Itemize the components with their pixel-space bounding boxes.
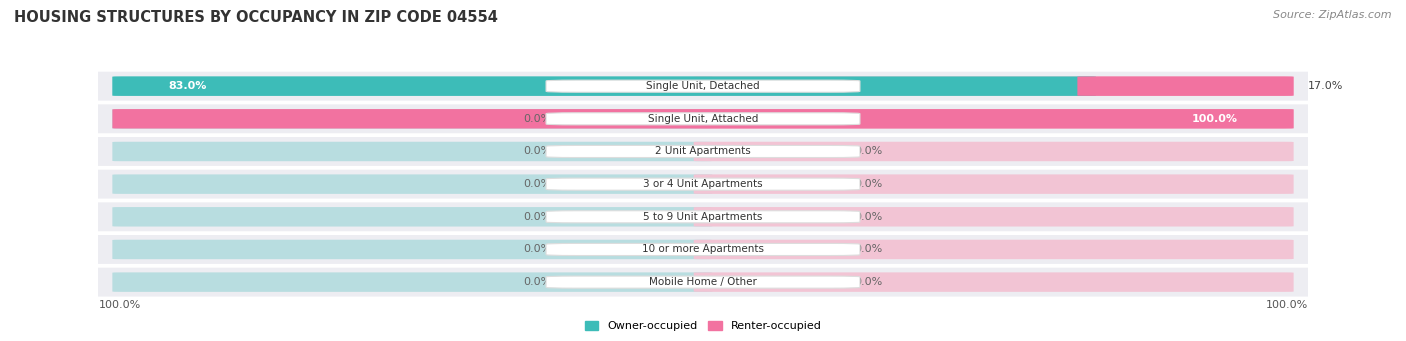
Text: 0.0%: 0.0% xyxy=(523,114,551,124)
FancyBboxPatch shape xyxy=(693,142,1294,161)
FancyBboxPatch shape xyxy=(82,70,1324,102)
Text: 0.0%: 0.0% xyxy=(523,179,551,189)
Text: Source: ZipAtlas.com: Source: ZipAtlas.com xyxy=(1274,10,1392,20)
Text: 0.0%: 0.0% xyxy=(853,244,883,254)
FancyBboxPatch shape xyxy=(112,76,713,96)
FancyBboxPatch shape xyxy=(112,272,713,292)
FancyBboxPatch shape xyxy=(693,240,1294,259)
Text: 0.0%: 0.0% xyxy=(523,244,551,254)
Text: 5 to 9 Unit Apartments: 5 to 9 Unit Apartments xyxy=(644,212,762,222)
FancyBboxPatch shape xyxy=(693,109,1294,129)
FancyBboxPatch shape xyxy=(82,168,1324,200)
FancyBboxPatch shape xyxy=(693,272,1294,292)
Text: 0.0%: 0.0% xyxy=(523,277,551,287)
FancyBboxPatch shape xyxy=(546,276,860,288)
FancyBboxPatch shape xyxy=(546,243,860,255)
Text: 100.0%: 100.0% xyxy=(1192,114,1237,124)
FancyBboxPatch shape xyxy=(546,178,860,190)
FancyBboxPatch shape xyxy=(693,76,1294,96)
FancyBboxPatch shape xyxy=(112,109,1294,129)
FancyBboxPatch shape xyxy=(693,207,1294,226)
Text: 3 or 4 Unit Apartments: 3 or 4 Unit Apartments xyxy=(643,179,763,189)
Text: Single Unit, Detached: Single Unit, Detached xyxy=(647,81,759,91)
FancyBboxPatch shape xyxy=(693,174,1294,194)
Legend: Owner-occupied, Renter-occupied: Owner-occupied, Renter-occupied xyxy=(581,316,825,336)
FancyBboxPatch shape xyxy=(546,211,860,223)
Text: 0.0%: 0.0% xyxy=(853,179,883,189)
Text: HOUSING STRUCTURES BY OCCUPANCY IN ZIP CODE 04554: HOUSING STRUCTURES BY OCCUPANCY IN ZIP C… xyxy=(14,10,498,25)
FancyBboxPatch shape xyxy=(112,174,713,194)
FancyBboxPatch shape xyxy=(82,266,1324,298)
FancyBboxPatch shape xyxy=(112,142,713,161)
Text: Mobile Home / Other: Mobile Home / Other xyxy=(650,277,756,287)
FancyBboxPatch shape xyxy=(112,240,713,259)
Text: 2 Unit Apartments: 2 Unit Apartments xyxy=(655,147,751,157)
Text: 17.0%: 17.0% xyxy=(1308,81,1343,91)
FancyBboxPatch shape xyxy=(546,113,860,125)
Text: Single Unit, Attached: Single Unit, Attached xyxy=(648,114,758,124)
Text: 10 or more Apartments: 10 or more Apartments xyxy=(643,244,763,254)
FancyBboxPatch shape xyxy=(112,76,1097,96)
FancyBboxPatch shape xyxy=(1077,76,1294,96)
FancyBboxPatch shape xyxy=(546,146,860,158)
Text: 100.0%: 100.0% xyxy=(1265,300,1308,310)
FancyBboxPatch shape xyxy=(546,80,860,92)
FancyBboxPatch shape xyxy=(82,136,1324,167)
Text: 0.0%: 0.0% xyxy=(523,147,551,157)
FancyBboxPatch shape xyxy=(82,103,1324,135)
Text: 0.0%: 0.0% xyxy=(853,277,883,287)
FancyBboxPatch shape xyxy=(112,109,713,129)
FancyBboxPatch shape xyxy=(82,234,1324,265)
Text: 0.0%: 0.0% xyxy=(523,212,551,222)
Text: 0.0%: 0.0% xyxy=(853,147,883,157)
FancyBboxPatch shape xyxy=(82,201,1324,233)
FancyBboxPatch shape xyxy=(112,207,713,226)
Text: 83.0%: 83.0% xyxy=(169,81,207,91)
Text: 0.0%: 0.0% xyxy=(853,212,883,222)
Text: 100.0%: 100.0% xyxy=(98,300,141,310)
